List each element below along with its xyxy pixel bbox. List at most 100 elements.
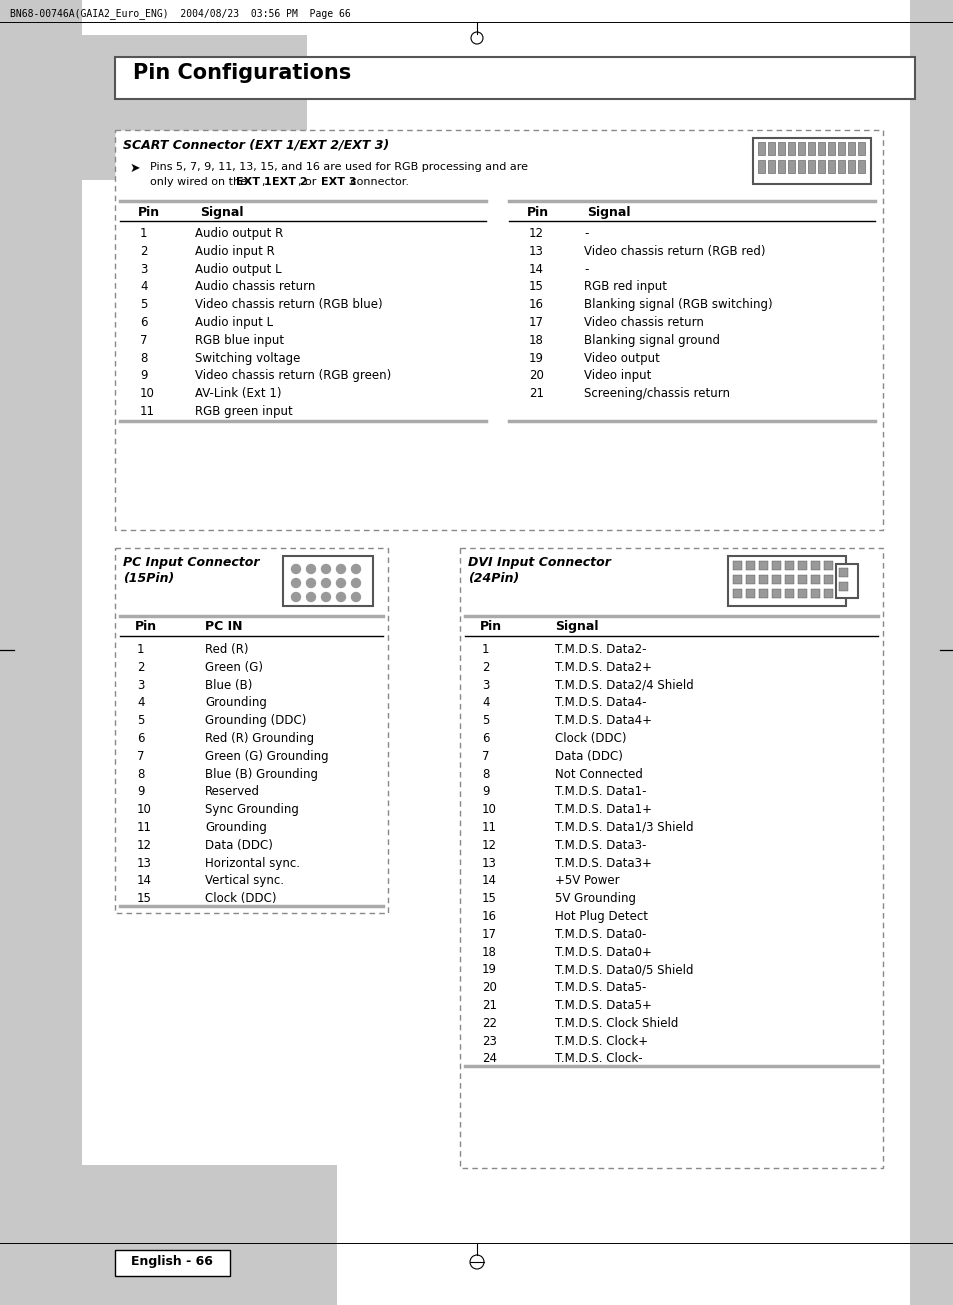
Text: 10: 10	[140, 388, 154, 401]
Bar	[810, 589, 820, 598]
Text: 11: 11	[137, 821, 152, 834]
Text: 4: 4	[481, 697, 489, 710]
Circle shape	[292, 592, 300, 602]
Text: Grounding (DDC): Grounding (DDC)	[205, 714, 306, 727]
Text: Data (DDC): Data (DDC)	[205, 839, 273, 852]
Text: 3: 3	[137, 679, 144, 692]
Bar	[767, 142, 774, 155]
Bar	[759, 589, 767, 598]
Text: T.M.D.S. Data2+: T.M.D.S. Data2+	[555, 660, 651, 673]
Text: Switching voltage: Switching voltage	[194, 351, 300, 364]
Bar	[857, 142, 864, 155]
Text: 14: 14	[137, 874, 152, 887]
Text: 8: 8	[140, 351, 147, 364]
Bar	[838, 568, 847, 577]
Text: T.M.D.S. Data2-: T.M.D.S. Data2-	[555, 643, 646, 656]
Circle shape	[306, 592, 315, 602]
Text: 5V Grounding: 5V Grounding	[555, 893, 636, 906]
Bar	[115, 1250, 230, 1276]
Bar	[759, 576, 767, 585]
Bar	[837, 161, 844, 174]
Bar	[283, 556, 373, 606]
Text: 11: 11	[481, 821, 497, 834]
Text: Video output: Video output	[583, 351, 659, 364]
Bar	[745, 589, 754, 598]
Text: T.M.D.S. Data4-: T.M.D.S. Data4-	[555, 697, 646, 710]
Bar	[838, 582, 847, 591]
Text: 5: 5	[140, 299, 147, 311]
Text: 17: 17	[481, 928, 497, 941]
Text: 1: 1	[137, 643, 144, 656]
Text: Red (R): Red (R)	[205, 643, 248, 656]
Text: 7: 7	[137, 750, 144, 763]
Text: T.M.D.S. Data0+: T.M.D.S. Data0+	[555, 946, 651, 959]
Text: T.M.D.S. Data1+: T.M.D.S. Data1+	[555, 803, 651, 816]
Text: 14: 14	[481, 874, 497, 887]
Bar	[0, 0, 82, 1305]
Text: 22: 22	[481, 1017, 497, 1030]
Text: BN68-00746A(GAIA2_Euro_ENG)  2004/08/23  03:56 PM  Page 66: BN68-00746A(GAIA2_Euro_ENG) 2004/08/23 0…	[10, 8, 351, 18]
Text: T.M.D.S. Clock Shield: T.M.D.S. Clock Shield	[555, 1017, 678, 1030]
Text: T.M.D.S. Data3-: T.M.D.S. Data3-	[555, 839, 646, 852]
Text: T.M.D.S. Clock+: T.M.D.S. Clock+	[555, 1035, 647, 1048]
Text: 5: 5	[481, 714, 489, 727]
Text: 19: 19	[529, 351, 543, 364]
Text: Grounding: Grounding	[205, 821, 267, 834]
Bar	[807, 142, 814, 155]
Bar	[459, 548, 882, 1168]
Text: 21: 21	[481, 1000, 497, 1011]
Text: 20: 20	[529, 369, 543, 382]
Text: 15: 15	[481, 893, 497, 906]
Text: 14: 14	[529, 262, 543, 275]
Bar	[758, 142, 764, 155]
Text: 13: 13	[529, 245, 543, 258]
Bar	[115, 130, 882, 530]
Bar	[797, 161, 804, 174]
Text: T.M.D.S. Data0-: T.M.D.S. Data0-	[555, 928, 646, 941]
Text: -: -	[583, 227, 588, 240]
Text: ,: ,	[262, 177, 269, 187]
Text: T.M.D.S. Data5+: T.M.D.S. Data5+	[555, 1000, 651, 1011]
Bar	[807, 161, 814, 174]
Text: Data (DDC): Data (DDC)	[555, 750, 622, 763]
Text: RGB red input: RGB red input	[583, 281, 666, 294]
Bar	[797, 589, 806, 598]
Bar	[771, 561, 781, 570]
Text: RGB blue input: RGB blue input	[194, 334, 284, 347]
Text: 12: 12	[529, 227, 543, 240]
Text: 11: 11	[140, 405, 154, 418]
Bar	[771, 576, 781, 585]
Bar	[835, 564, 857, 598]
Bar	[823, 589, 832, 598]
Text: Audio input R: Audio input R	[194, 245, 274, 258]
Text: 8: 8	[137, 767, 144, 780]
Text: 7: 7	[140, 334, 148, 347]
Text: Signal: Signal	[200, 206, 243, 219]
Circle shape	[351, 565, 360, 573]
Text: Video chassis return: Video chassis return	[583, 316, 703, 329]
Text: Video chassis return (RGB red): Video chassis return (RGB red)	[583, 245, 764, 258]
Text: RGB green input: RGB green input	[194, 405, 293, 418]
Text: 3: 3	[140, 262, 147, 275]
Text: 2: 2	[481, 660, 489, 673]
Bar	[758, 161, 764, 174]
Text: ➤: ➤	[130, 162, 140, 175]
Bar	[857, 161, 864, 174]
Text: T.M.D.S. Data3+: T.M.D.S. Data3+	[555, 856, 651, 869]
Bar	[817, 161, 824, 174]
Text: Grounding: Grounding	[205, 697, 267, 710]
Text: Blanking signal ground: Blanking signal ground	[583, 334, 720, 347]
Text: 12: 12	[481, 839, 497, 852]
Bar	[778, 161, 784, 174]
Bar	[767, 161, 774, 174]
Text: 7: 7	[481, 750, 489, 763]
Text: 17: 17	[529, 316, 543, 329]
Circle shape	[321, 565, 330, 573]
Text: 4: 4	[140, 281, 148, 294]
Bar	[817, 142, 824, 155]
Text: Red (R) Grounding: Red (R) Grounding	[205, 732, 314, 745]
Text: T.M.D.S. Clock-: T.M.D.S. Clock-	[555, 1052, 642, 1065]
Text: (15Pin): (15Pin)	[123, 572, 174, 585]
Circle shape	[321, 592, 330, 602]
Text: Horizontal sync.: Horizontal sync.	[205, 856, 299, 869]
